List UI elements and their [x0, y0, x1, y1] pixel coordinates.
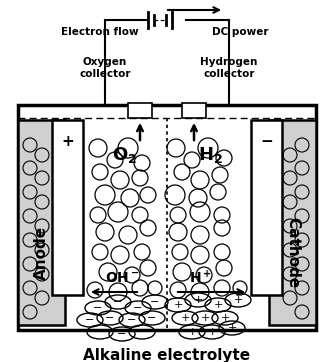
Text: +: +	[220, 313, 230, 323]
Text: +: +	[233, 295, 243, 305]
Text: −: −	[117, 329, 127, 339]
Text: +: +	[200, 313, 210, 323]
Bar	[269, 120, 316, 325]
Text: −: −	[113, 297, 123, 307]
Text: Anode: Anode	[34, 226, 49, 279]
Text: −: −	[150, 297, 160, 307]
Text: DC power: DC power	[212, 27, 268, 37]
Text: −: −	[260, 135, 273, 150]
Text: Electron flow: Electron flow	[61, 27, 139, 37]
Text: Cathode: Cathode	[285, 217, 300, 288]
Bar	[251, 120, 282, 295]
Text: +: +	[180, 313, 190, 323]
Text: +: +	[187, 327, 197, 337]
Text: Oxygen
collector: Oxygen collector	[79, 57, 131, 79]
Text: −: −	[147, 313, 157, 323]
Bar	[18, 105, 316, 330]
Text: +: +	[61, 135, 74, 150]
Text: $\mathbf{H_2}$: $\mathbf{H_2}$	[197, 145, 222, 165]
Bar	[182, 103, 206, 118]
Text: $\mathbf{H^+}$: $\mathbf{H^+}$	[189, 269, 211, 287]
Text: −: −	[137, 327, 147, 337]
Text: Hydrogen
collector: Hydrogen collector	[200, 57, 258, 79]
Text: +: +	[207, 327, 217, 337]
Text: +: +	[193, 295, 203, 305]
Bar	[18, 120, 65, 325]
Text: Alkaline electrolyte: Alkaline electrolyte	[84, 348, 250, 362]
Text: +: +	[173, 300, 183, 310]
Text: −: −	[133, 303, 143, 313]
Bar	[128, 103, 152, 118]
Bar	[52, 120, 83, 295]
Text: −: −	[93, 303, 103, 313]
Text: −: −	[127, 315, 137, 325]
Text: −: −	[105, 313, 115, 323]
Text: −: −	[95, 327, 105, 337]
Text: $\mathbf{O_2}$: $\mathbf{O_2}$	[112, 145, 138, 165]
Text: +: +	[227, 323, 237, 333]
Text: −: −	[85, 315, 95, 325]
Text: $\mathbf{OH^-}$: $\mathbf{OH^-}$	[105, 271, 139, 285]
Text: +: +	[213, 300, 223, 310]
